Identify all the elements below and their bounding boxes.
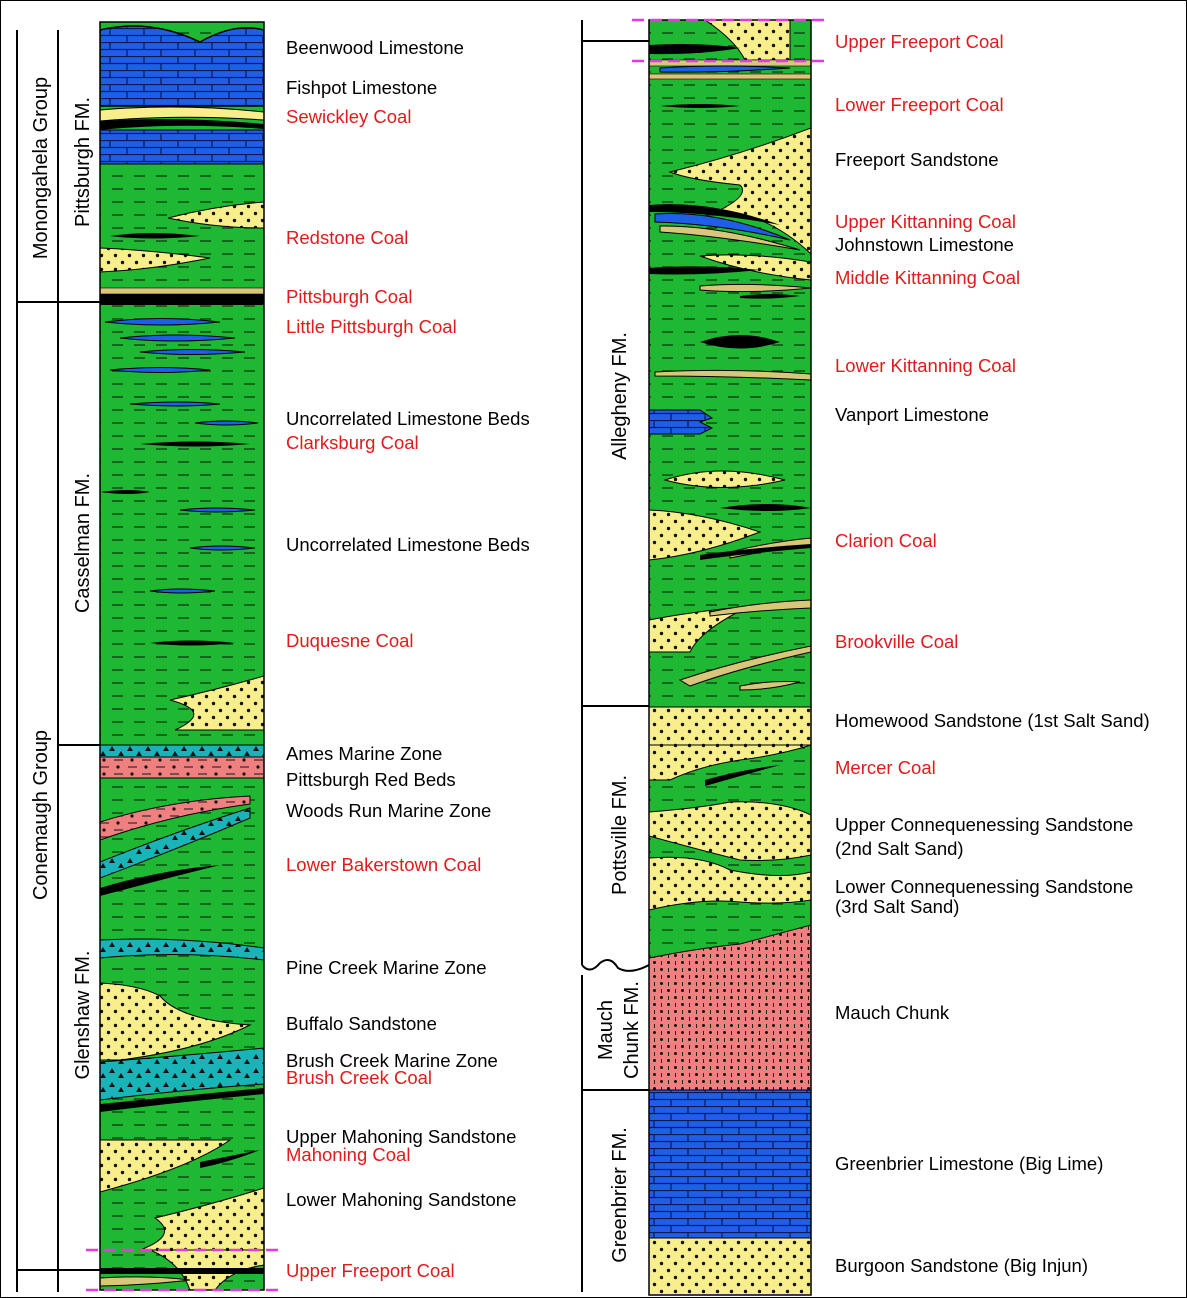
unit-label: Uncorrelated Limestone Beds	[286, 408, 530, 429]
group-label-conemaugh: Conemaugh Group	[30, 730, 52, 900]
coal-label: Clarion Coal	[835, 530, 937, 551]
coal-label: Upper Kittanning Coal	[835, 211, 1016, 232]
formation-label-allegheny: Allegheny FM.	[609, 332, 631, 460]
coal-label: Upper Freeport Coal	[286, 1260, 455, 1281]
unit-label: Brush Creek Marine Zone	[286, 1050, 498, 1071]
formation-label-pittsburgh: Pittsburgh FM.	[72, 97, 94, 227]
coal-label: Middle Kittanning Coal	[835, 267, 1020, 288]
unit-label: Freeport Sandstone	[835, 149, 999, 170]
coal-label: Lower Kittanning Coal	[835, 355, 1016, 376]
left-unit-labels: Beenwood Limestone Fishpot Limestone Sew…	[286, 37, 530, 1281]
coal-label: Duquesne Coal	[286, 630, 414, 651]
unit-label: Mauch Chunk	[835, 1002, 950, 1023]
coal-label: Mercer Coal	[835, 757, 936, 778]
unit-label: Burgoon Sandstone (Big Injun)	[835, 1255, 1088, 1276]
unit-label: Upper Mahoning Sandstone	[286, 1126, 516, 1147]
left-lithology-column	[100, 22, 264, 1290]
unit-label: Uncorrelated Limestone Beds	[286, 534, 530, 555]
coal-label: Mahoning Coal	[286, 1144, 410, 1165]
coal-label: Redstone Coal	[286, 227, 408, 248]
formation-label-glenshaw: Glenshaw FM.	[72, 951, 94, 1080]
coal-label: Lower Bakerstown Coal	[286, 854, 481, 875]
formation-label-pottsville: Pottsville FM.	[609, 775, 631, 895]
unit-label: Pittsburgh Red Beds	[286, 769, 456, 790]
unit-label: Vanport Limestone	[835, 404, 989, 425]
formation-label-casselman: Casselman FM.	[72, 473, 94, 613]
unit-label: (2nd Salt Sand)	[835, 838, 964, 859]
formation-label-mauch: Mauch	[595, 1000, 617, 1060]
coal-label: Sewickley Coal	[286, 106, 411, 127]
unit-label: Upper Connequenessing Sandstone	[835, 814, 1133, 835]
unit-label: Homewood Sandstone (1st Salt Sand)	[835, 710, 1150, 731]
unit-label: Ames Marine Zone	[286, 743, 442, 764]
group-label-monongahela: Monongahela Group	[30, 77, 52, 259]
unit-label: Woods Run Marine Zone	[286, 800, 491, 821]
unit-label: Johnstown Limestone	[835, 234, 1014, 255]
left-group-brackets	[16, 30, 100, 1292]
coal-label: Pittsburgh Coal	[286, 286, 412, 307]
unit-label: Greenbrier Limestone (Big Lime)	[835, 1153, 1103, 1174]
coal-label: Clarksburg Coal	[286, 432, 419, 453]
formation-label-chunk: Chunk FM.	[621, 981, 643, 1079]
unit-label: Beenwood Limestone	[286, 37, 464, 58]
coal-label: Brush Creek Coal	[286, 1067, 432, 1088]
right-unit-labels: Upper Freeport Coal Lower Freeport Coal …	[835, 31, 1150, 1276]
coal-label: Little Pittsburgh Coal	[286, 316, 457, 337]
unit-label: Lower Connequenessing Sandstone	[835, 876, 1133, 897]
unit-label: Buffalo Sandstone	[286, 1013, 437, 1034]
right-formation-brackets	[581, 20, 650, 1292]
formation-label-greenbrier: Greenbrier FM.	[609, 1127, 631, 1263]
unit-label: Pine Creek Marine Zone	[286, 957, 487, 978]
unit-label: (3rd Salt Sand)	[835, 896, 959, 917]
right-lithology-column	[649, 20, 811, 1294]
unit-label: Lower Mahoning Sandstone	[286, 1189, 516, 1210]
unit-label: Fishpot Limestone	[286, 77, 437, 98]
coal-label: Brookville Coal	[835, 631, 958, 652]
coal-label: Upper Freeport Coal	[835, 31, 1004, 52]
coal-label: Lower Freeport Coal	[835, 94, 1004, 115]
